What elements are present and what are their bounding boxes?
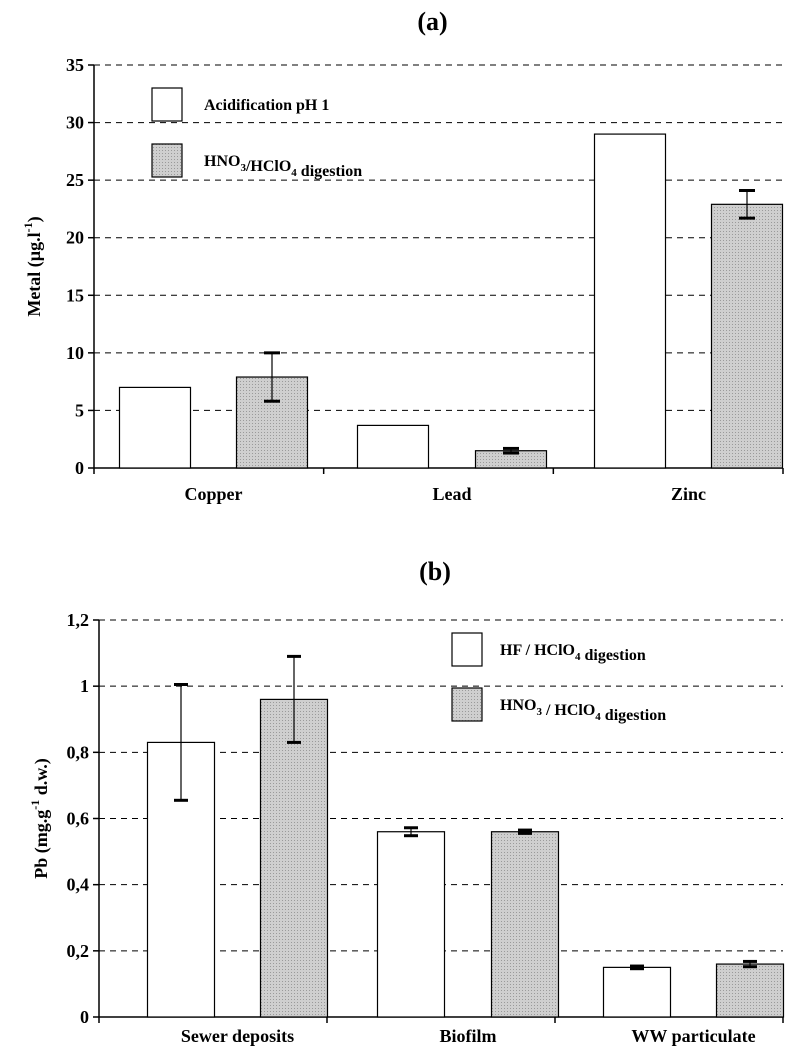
legend-label: HNO3/HClO4 digestion xyxy=(204,153,362,180)
legend-label: Acidification pH 1 xyxy=(204,97,329,114)
y-tick-label: 0,6 xyxy=(67,809,90,829)
bar-ww-particulate-series-1 xyxy=(602,966,672,1018)
bar-lead-series-1 xyxy=(356,424,430,469)
y-axis-label: Pb (mg.g-1 d.w.) xyxy=(28,758,52,879)
legend-swatch xyxy=(151,143,183,178)
bar-biofilm-series-2 xyxy=(490,831,560,1018)
y-tick-label: 1 xyxy=(80,676,89,696)
x-category-label: Biofilm xyxy=(440,1026,497,1046)
x-category-label: Copper xyxy=(185,484,243,504)
x-category-label: Lead xyxy=(432,484,471,504)
x-category-label: WW particulate xyxy=(631,1026,755,1046)
legend-swatch xyxy=(451,687,483,722)
y-tick-label: 0,2 xyxy=(67,941,90,961)
y-tick-label: 0 xyxy=(75,458,84,478)
bar-ww-particulate-series-2 xyxy=(715,963,785,1018)
panel-label: (a) xyxy=(417,7,447,36)
bar-zinc-series-1 xyxy=(593,133,667,469)
chart-panel-b: (b) 0 0,2 0,4 0,6 0,8 1 1,2 Sewer deposits Biofil… xyxy=(28,557,785,1046)
y-tick-label: 0,4 xyxy=(67,875,90,895)
panel-label: (b) xyxy=(419,557,451,586)
y-tick-label: 25 xyxy=(66,170,84,190)
bar-sewer-deposits-series-2 xyxy=(259,698,329,1018)
y-tick-label: 15 xyxy=(66,285,84,305)
x-category-label: Zinc xyxy=(671,484,706,504)
y-tick-label: 10 xyxy=(66,343,84,363)
legend-label: HF / HClO4 digestion xyxy=(500,642,646,664)
y-tick-label: 1,2 xyxy=(67,610,90,630)
legend-swatch xyxy=(451,632,483,667)
y-tick-label: 35 xyxy=(66,55,84,75)
y-tick-label: 0 xyxy=(80,1007,89,1027)
y-axis-label: Metal (µg.l-1) xyxy=(21,216,45,316)
bar-copper-series-1 xyxy=(118,386,192,469)
bar-zinc-series-2 xyxy=(710,203,784,469)
x-category-label: Sewer deposits xyxy=(181,1026,294,1046)
y-tick-label: 0,8 xyxy=(67,742,90,762)
legend-label: HNO3 / HClO4 digestion xyxy=(500,697,666,724)
bar-copper-series-2 xyxy=(235,376,309,469)
chart-panel-a: (a) 0 5 10 15 20 25 30 35 Copper Lead Zinc Metal (µg… xyxy=(21,7,784,504)
y-tick-label: 30 xyxy=(66,113,84,133)
y-tick-label: 5 xyxy=(75,400,84,420)
bar-biofilm-series-1 xyxy=(376,831,446,1018)
y-tick-label: 20 xyxy=(66,228,84,248)
legend-swatch xyxy=(151,87,183,122)
